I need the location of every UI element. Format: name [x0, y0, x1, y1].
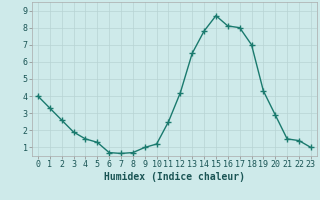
X-axis label: Humidex (Indice chaleur): Humidex (Indice chaleur) [104, 172, 245, 182]
